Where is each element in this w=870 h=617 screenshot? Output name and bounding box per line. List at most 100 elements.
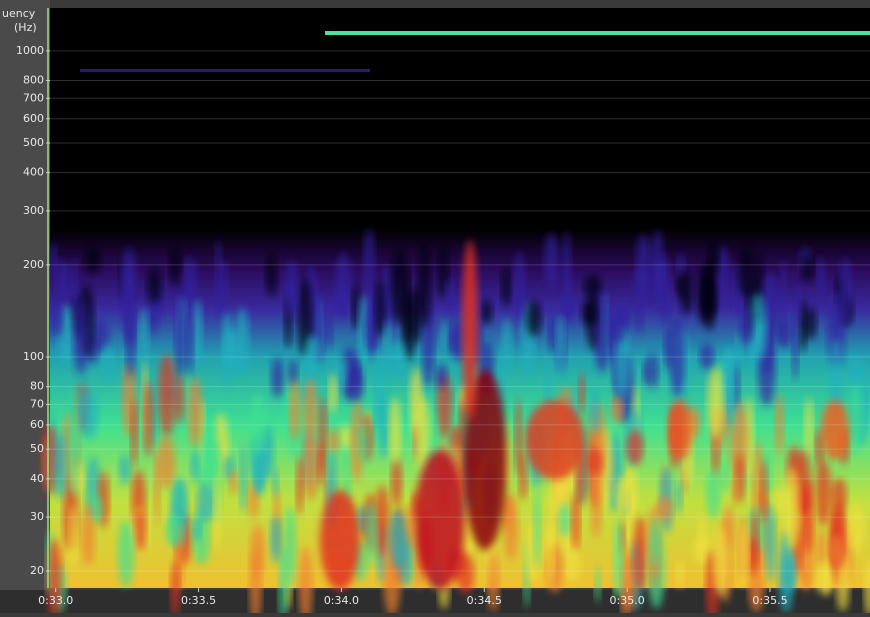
texture-blob: [135, 509, 146, 552]
tone-line: [325, 31, 870, 35]
texture-blob: [296, 456, 303, 515]
texture-blob: [192, 299, 202, 365]
texture-blob: [221, 258, 228, 311]
texture-blob: [222, 312, 233, 387]
y-label: uency: [2, 7, 36, 20]
texture-blob: [668, 400, 692, 460]
texture-blob: [214, 474, 221, 551]
texture-blob: [389, 510, 406, 569]
texture-blob: [56, 259, 70, 302]
texture-blob: [462, 240, 478, 420]
texture-blob: [122, 249, 136, 298]
y-tick-label: 80: [30, 380, 44, 393]
texture-blob: [700, 343, 714, 369]
y-tick-label: 700: [23, 91, 44, 104]
texture-blob: [255, 457, 264, 497]
texture-blob: [816, 565, 833, 595]
y-tick-label: 70: [30, 397, 44, 410]
texture-blob: [502, 319, 512, 378]
texture-blob: [614, 517, 624, 599]
texture-blob: [840, 257, 851, 322]
texture-blob: [504, 492, 518, 561]
texture-blob: [829, 535, 845, 567]
texture-blob: [118, 520, 135, 587]
texture-blob: [391, 458, 402, 507]
texture-blob: [53, 431, 67, 499]
x-tick-label: 0:34.5: [467, 594, 502, 607]
texture-blob: [139, 307, 149, 364]
texture-blob: [197, 483, 215, 522]
texture-blob: [358, 422, 368, 464]
y-tick-label: 50: [30, 442, 44, 455]
texture-blob: [831, 478, 847, 512]
texture-blob: [635, 297, 643, 333]
y-tick-label: 300: [23, 204, 44, 217]
texture-blob: [147, 267, 162, 304]
texture-blob: [633, 516, 647, 590]
texture-blob: [304, 378, 317, 453]
x-tick-label: 0:35.5: [752, 594, 787, 607]
texture-blob: [708, 243, 719, 278]
texture-blob: [817, 529, 826, 565]
texture-blob: [441, 320, 448, 350]
texture-blob: [627, 430, 644, 465]
texture-blob: [51, 304, 63, 337]
texture-blob: [459, 398, 465, 432]
texture-blob: [79, 378, 85, 426]
texture-blob: [751, 511, 758, 565]
y-tick-label: 100: [23, 350, 44, 363]
texture-blob: [383, 320, 391, 392]
texture-blob: [701, 276, 717, 318]
texture-blob: [582, 300, 598, 325]
texture-blob: [533, 487, 540, 569]
x-tick-label: 0:33.5: [181, 594, 216, 607]
texture-blob: [815, 460, 831, 526]
texture-blob: [335, 284, 344, 311]
texture-blob: [435, 364, 447, 389]
texture-blob: [740, 309, 754, 345]
x-tick-label: 0:35.0: [610, 594, 645, 607]
texture-blob: [713, 525, 728, 595]
texture-blob: [784, 468, 801, 550]
texture-blob: [271, 357, 283, 397]
texture-blob: [188, 377, 202, 447]
texture-blob: [676, 562, 684, 588]
texture-blob: [364, 228, 375, 300]
texture-blob: [102, 344, 114, 383]
faint-line: [80, 69, 370, 72]
texture-blob: [616, 476, 631, 512]
time-panel: [0, 590, 870, 613]
texture-blob: [175, 295, 186, 378]
texture-blob: [525, 400, 585, 480]
spectrogram-view: 2030405060708010020030040050060070080010…: [0, 0, 870, 613]
texture-blob: [558, 503, 571, 538]
texture-blob: [656, 496, 672, 522]
texture-blob: [739, 524, 749, 587]
texture-blob: [69, 505, 78, 569]
texture-blob: [50, 243, 57, 281]
texture-blob: [158, 436, 176, 489]
y-tick-label: 1000: [16, 44, 44, 57]
texture-blob: [119, 454, 130, 484]
texture-blob: [143, 380, 153, 457]
texture-blob: [776, 319, 792, 347]
y-tick-label: 400: [23, 166, 44, 179]
texture-blob: [501, 267, 511, 307]
texture-blob: [766, 500, 776, 582]
texture-blob: [594, 291, 610, 372]
texture-blob: [391, 248, 408, 324]
texture-blob: [85, 247, 101, 274]
texture-blob: [348, 367, 364, 402]
texture-blob: [445, 279, 453, 313]
texture-blob: [519, 451, 527, 501]
texture-blob: [131, 399, 138, 467]
texture-blob: [643, 359, 649, 385]
texture-blob: [229, 469, 237, 495]
texture-blob: [783, 553, 796, 592]
texture-blob: [817, 256, 825, 302]
texture-blob: [526, 300, 541, 336]
y-tick-label: 600: [23, 112, 44, 125]
texture-blob: [651, 230, 664, 305]
texture-blob: [391, 341, 405, 379]
texture-blob: [124, 320, 134, 344]
